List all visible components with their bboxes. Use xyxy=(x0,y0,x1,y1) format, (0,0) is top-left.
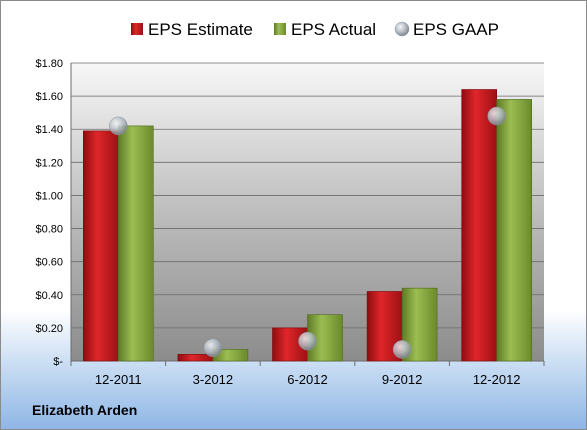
legend: EPS Estimate EPS Actual EPS GAAP xyxy=(131,20,499,39)
x-tick-label: 12-2012 xyxy=(473,372,521,387)
eps-gaap-marker xyxy=(392,340,412,359)
y-tick-label: $1.20 xyxy=(35,157,63,169)
eps-estimate-bar xyxy=(83,130,119,362)
x-tick-label: 3-2012 xyxy=(193,372,233,387)
legend-gaap-swatch xyxy=(394,21,410,37)
legend-label: EPS Actual xyxy=(291,20,376,39)
y-tick-label: $0.40 xyxy=(35,290,63,302)
x-tick-label: 9-2012 xyxy=(382,372,422,387)
eps-actual-bar xyxy=(496,99,533,362)
company-label: Elizabeth Arden xyxy=(32,402,138,418)
legend-label: EPS Estimate xyxy=(148,20,253,39)
eps-gaap-marker xyxy=(298,331,317,351)
eps-gaap-marker xyxy=(487,106,506,126)
y-tick-label: $1.00 xyxy=(35,190,63,202)
eps-estimate-bar xyxy=(461,89,498,362)
legend-estimate-swatch xyxy=(131,23,143,35)
x-tick-label: 12-2011 xyxy=(95,372,142,387)
y-tick-label: $1.40 xyxy=(35,124,63,136)
y-tick-label: $0.80 xyxy=(35,224,63,236)
y-tick-label: $- xyxy=(53,356,63,368)
plot-area: $- $0.20 $0.40 $0.60 $0.80 $1.00 $1.20 $1.40 $1.… xyxy=(35,58,545,387)
legend-label: EPS GAAP xyxy=(413,20,499,39)
y-tick-label: $0.20 xyxy=(35,323,63,335)
y-tick-label: $1.80 xyxy=(35,58,63,70)
x-tick-label: 6-2012 xyxy=(287,372,327,387)
eps-gaap-marker xyxy=(203,338,223,358)
eps-actual-bar xyxy=(118,125,154,362)
legend-actual-swatch xyxy=(274,23,286,35)
eps-gaap-marker xyxy=(109,116,128,136)
y-tick-label: $0.60 xyxy=(35,257,63,269)
y-tick-label: $1.60 xyxy=(35,91,63,103)
